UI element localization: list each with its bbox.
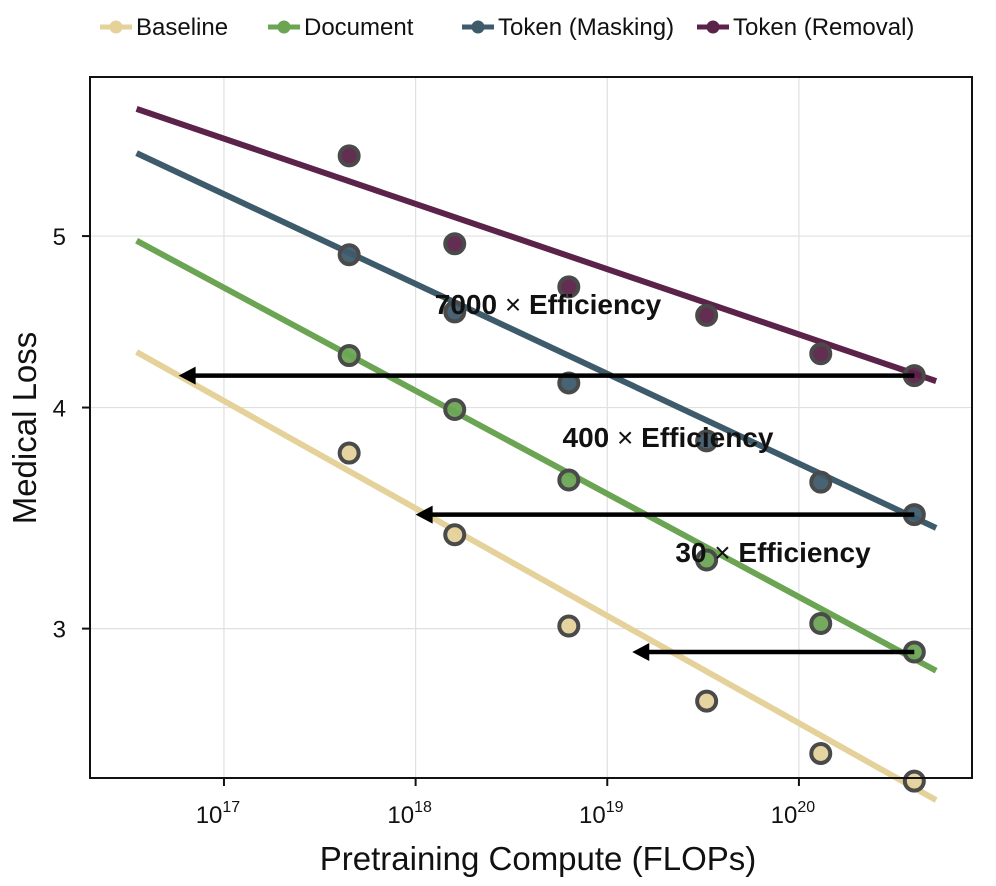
arrowhead [632,643,650,662]
data-point [809,612,833,636]
data-point [557,614,581,638]
efficiency-label: 7000 × Efficiency [435,289,662,320]
legend-label: Document [304,14,414,41]
data-point [809,742,833,766]
legend-label: Baseline [136,14,228,41]
y-axis-ticks: 3 4 5 [53,224,90,644]
y-tick-label: 3 [53,617,66,644]
data-point [902,769,926,793]
legend-swatch-marker [706,20,720,34]
data-point [443,300,467,324]
y-axis-title: Medical Loss [6,332,43,525]
fit-lines [135,106,938,803]
legend-swatch-marker [277,20,291,34]
plot-frame [89,76,973,779]
data-point [443,523,467,547]
efficiency-label: 30 × Efficiency [675,537,871,568]
data-point [695,303,719,327]
legend-label: Token (Removal) [733,14,914,41]
legend: Baseline Document Token (Masking) Token (Re… [100,14,914,41]
data-point [443,232,467,256]
data-point [695,429,719,453]
grid [90,77,972,778]
x-axis-ticks: 1017 1018 1019 1020 [196,778,816,829]
y-tick-label: 4 [53,396,66,423]
data-point [337,344,361,368]
fit-line [135,349,938,803]
legend-swatch-marker [109,20,123,34]
annotations: 7000 × Efficiency 400 × Efficiency 30 × Ef… [178,289,915,662]
efficiency-label: 400 × Efficiency [563,422,774,453]
arrowhead [178,366,196,385]
data-point [695,689,719,713]
data-point [695,548,719,572]
arrowhead [415,505,433,524]
data-point [557,468,581,492]
data-points [337,144,926,793]
x-tick-label: 1018 [387,799,432,829]
data-point [337,441,361,465]
data-point [809,342,833,366]
x-axis-title: Pretraining Compute (FLOPs) [320,840,757,877]
fit-line [135,238,938,674]
data-point [809,470,833,494]
x-tick-label: 1019 [579,799,624,829]
legend-swatch-marker [471,20,485,34]
legend-label: Token (Masking) [498,14,674,41]
fit-line [135,150,938,531]
data-point [557,275,581,299]
data-point [337,243,361,267]
data-point [337,144,361,168]
x-tick-label: 1020 [771,799,816,829]
x-tick-label: 1017 [196,799,241,829]
y-tick-label: 5 [53,224,66,251]
data-point [443,397,467,421]
fit-line [135,106,938,384]
